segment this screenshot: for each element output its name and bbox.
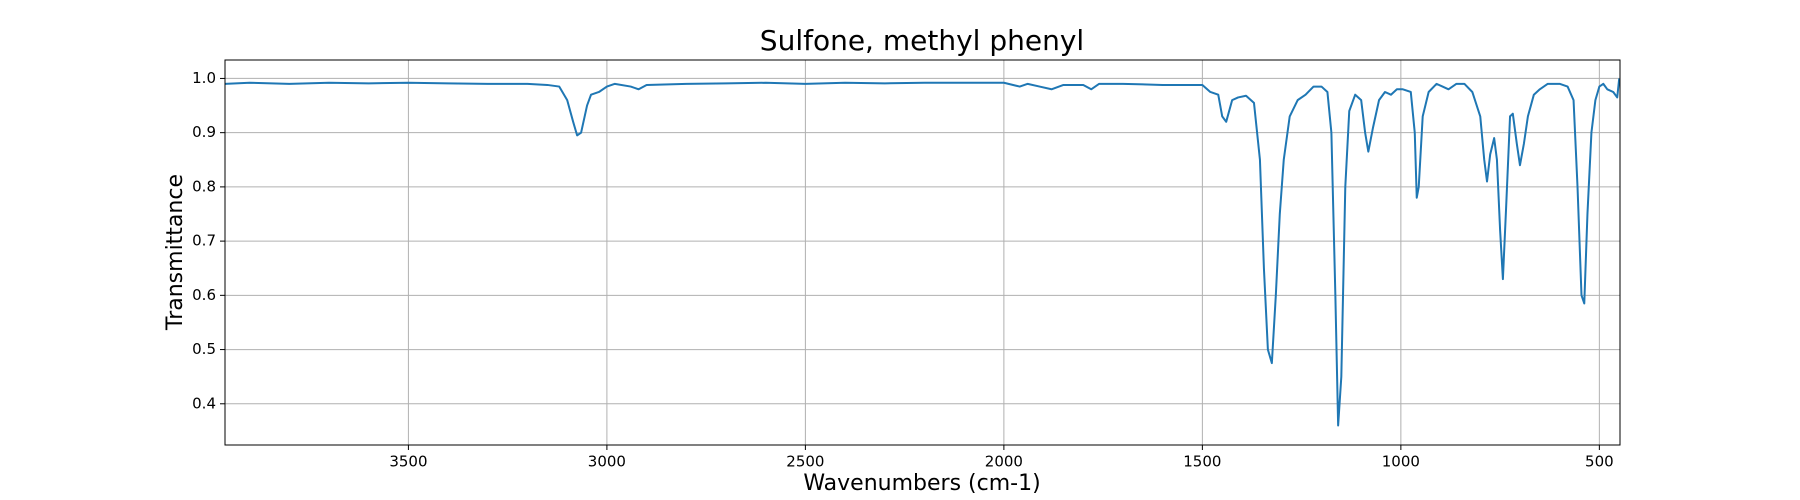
spectrum-line xyxy=(224,78,1621,427)
plot-frame xyxy=(224,59,1621,446)
x-tick-label: 2500 xyxy=(786,453,824,471)
y-tick-label: 0.8 xyxy=(192,177,216,195)
x-tick-label: 3500 xyxy=(389,453,427,471)
x-tick-label: 500 xyxy=(1585,453,1614,471)
x-tick-label: 2000 xyxy=(985,453,1023,471)
y-tick-label: 0.4 xyxy=(192,394,216,412)
chart-title: Sulfone, methyl phenyl xyxy=(760,24,1084,57)
y-tick-label: 0.9 xyxy=(192,123,216,141)
y-axis-label: Transmittance xyxy=(163,174,188,331)
x-tick-label: 3000 xyxy=(588,453,626,471)
y-tick-label: 0.6 xyxy=(192,286,216,304)
y-tick-label: 0.7 xyxy=(192,232,216,250)
x-tick-label: 1000 xyxy=(1382,453,1420,471)
y-tick-label: 0.5 xyxy=(192,340,216,358)
y-tick-label: 1.0 xyxy=(192,69,216,87)
x-axis-label: Wavenumbers (cm-1) xyxy=(803,471,1040,496)
x-tick-label: 1500 xyxy=(1183,453,1221,471)
